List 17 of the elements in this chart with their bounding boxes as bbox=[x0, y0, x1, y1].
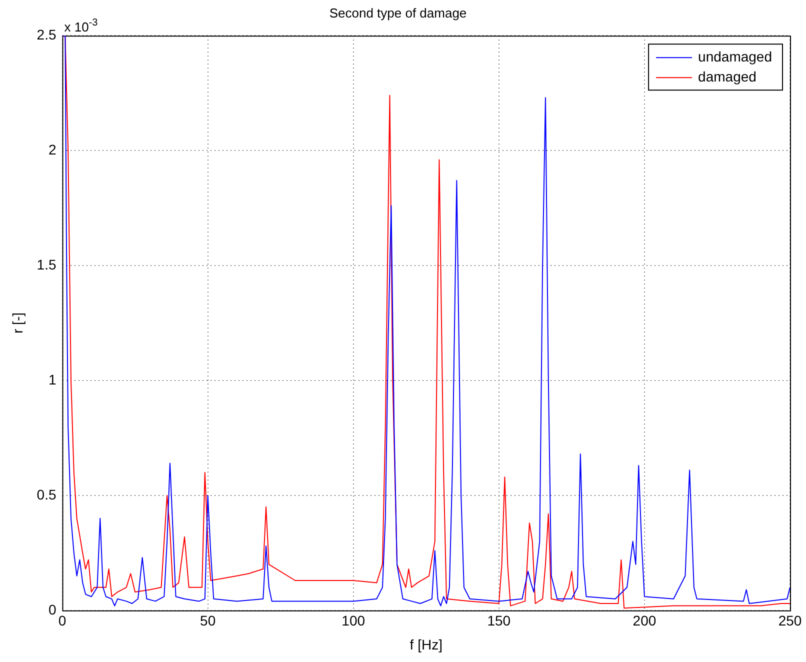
x-tick-label: 200 bbox=[632, 612, 656, 629]
y-tick-label: 2 bbox=[48, 141, 56, 158]
x-axis-title: f [Hz] bbox=[410, 636, 442, 652]
x-tick-label: 250 bbox=[778, 612, 802, 629]
y-tick-label: 1 bbox=[48, 371, 56, 388]
y-tick-label: 1.5 bbox=[36, 256, 56, 272]
legend-label: undamaged bbox=[698, 48, 772, 64]
chart-title: Second type of damage bbox=[329, 5, 467, 20]
x-tick-label: 50 bbox=[200, 612, 216, 629]
y-tick-label: 2.5 bbox=[36, 26, 56, 42]
x-tick-label: 0 bbox=[58, 612, 66, 629]
y-tick-label: 0 bbox=[48, 601, 56, 618]
x-tick-label: 100 bbox=[342, 612, 366, 629]
y-tick-label: 0.5 bbox=[36, 486, 56, 502]
x-tick-label: 150 bbox=[487, 612, 511, 629]
legend-label: damaged bbox=[698, 68, 756, 84]
y-axis-title: r [-] bbox=[9, 312, 26, 334]
